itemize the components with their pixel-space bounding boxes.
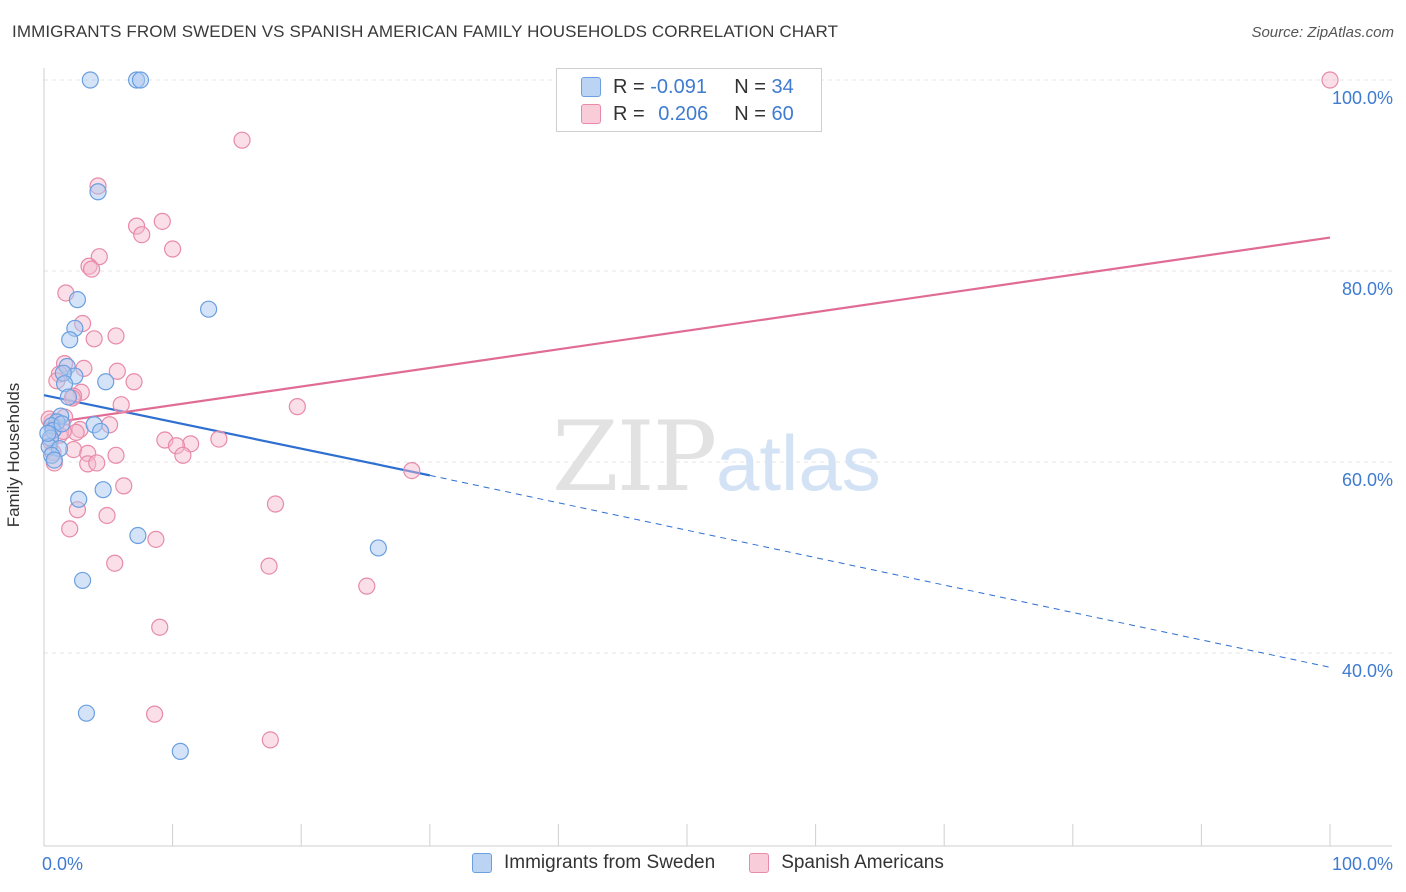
- data-point-sweden: [81, 71, 99, 89]
- trend-lines: [43, 236, 1331, 668]
- data-point-spanish: [115, 477, 133, 495]
- data-point-sweden: [77, 704, 96, 722]
- data-point-spanish: [133, 226, 151, 244]
- legend-swatch-pink: [749, 853, 770, 873]
- data-point-sweden: [129, 526, 147, 545]
- data-point-spanish: [82, 260, 101, 278]
- data-point-spanish: [125, 373, 143, 391]
- data-point-spanish: [358, 577, 376, 595]
- data-point-sweden: [97, 373, 115, 391]
- data-point-sweden: [59, 388, 78, 406]
- legend-swatch-blue: [472, 853, 492, 873]
- data-point-spanish: [153, 212, 171, 230]
- legend-swatch-pink: [581, 104, 601, 124]
- x-tick-label: 100.0%: [1332, 854, 1393, 874]
- legend-row-spanish: R = 0.206 N = 60: [581, 102, 794, 126]
- legend-row-sweden: R = -0.091 N = 34: [581, 75, 794, 99]
- data-point-spanish: [88, 454, 106, 472]
- legend-item-sweden[interactable]: Immigrants from Sweden: [472, 852, 715, 874]
- data-point-sweden: [91, 422, 110, 441]
- data-point-spanish: [112, 396, 130, 414]
- legend-label-sweden: Immigrants from Sweden: [504, 852, 716, 873]
- legend-swatch-blue: [581, 77, 601, 97]
- data-point-spanish: [164, 240, 182, 258]
- data-point-sweden: [369, 539, 387, 557]
- data-point-spanish: [108, 362, 126, 380]
- data-point-spanish: [233, 131, 251, 149]
- data-point-sweden: [70, 490, 88, 508]
- data-point-sweden: [171, 742, 189, 760]
- y-tick-label: 100.0%: [1332, 88, 1393, 108]
- trend-line-spanish: [43, 236, 1331, 425]
- data-point-spanish: [106, 554, 124, 572]
- x-tick-label: 0.0%: [42, 854, 83, 874]
- data-point-sweden: [131, 71, 150, 89]
- legend-r-value: -0.091: [650, 75, 707, 98]
- series-immigrants-from-sweden: [39, 71, 387, 760]
- data-point-sweden: [68, 291, 87, 309]
- watermark-atlas: atlas: [716, 419, 881, 507]
- legend-n-value: 34: [771, 75, 794, 98]
- data-point-spanish: [1321, 71, 1339, 89]
- source-label: Source: ZipAtlas.com: [1251, 24, 1394, 41]
- legend-r-value: 0.206: [658, 102, 709, 125]
- data-point-sweden: [89, 183, 107, 201]
- data-point-spanish: [79, 455, 97, 473]
- legend-label-spanish: Spanish Americans: [781, 852, 944, 873]
- legend-r-label: R =: [613, 75, 645, 98]
- y-tick-label: 60.0%: [1342, 470, 1393, 490]
- y-tick-label: 40.0%: [1342, 661, 1393, 681]
- data-point-spanish: [98, 506, 116, 525]
- trend-line-sweden: [43, 394, 431, 477]
- data-point-spanish: [288, 398, 306, 416]
- data-point-spanish: [147, 530, 165, 548]
- data-point-sweden: [53, 415, 71, 433]
- data-point-sweden: [94, 481, 112, 499]
- data-point-sweden: [200, 300, 218, 318]
- data-point-spanish: [151, 618, 169, 636]
- legend-n-value: 60: [771, 102, 794, 125]
- data-point-sweden: [73, 571, 92, 590]
- legend-item-spanish[interactable]: Spanish Americans: [749, 852, 944, 874]
- data-point-sweden: [45, 451, 63, 469]
- legend-r-label: R =: [613, 102, 645, 125]
- legend-n-label: N =: [734, 75, 766, 98]
- data-point-sweden: [39, 424, 57, 442]
- data-point-spanish: [107, 327, 125, 345]
- chart-title: IMMIGRANTS FROM SWEDEN VS SPANISH AMERIC…: [12, 22, 839, 41]
- data-point-spanish: [266, 495, 285, 513]
- data-point-spanish: [61, 520, 79, 538]
- series-legend: Immigrants from Sweden Spanish Americans: [472, 852, 978, 874]
- legend-n-label: N =: [734, 102, 766, 125]
- data-point-spanish: [80, 257, 98, 275]
- data-point-spanish: [167, 437, 186, 455]
- gridlines: [44, 79, 1392, 654]
- stats-legend: R = -0.091 N = 34 R = 0.206 N = 60: [556, 68, 822, 132]
- data-point-spanish: [127, 217, 146, 235]
- data-point-sweden: [61, 331, 79, 349]
- tick-labels: 40.0% 60.0% 80.0% 100.0% 0.0% 100.0%: [42, 88, 1393, 874]
- data-point-spanish: [210, 430, 228, 448]
- data-point-spanish: [107, 446, 125, 464]
- watermark: ZIP atlas: [552, 401, 881, 513]
- data-point-spanish: [403, 461, 421, 480]
- data-point-spanish: [260, 557, 278, 575]
- watermark-zip: ZIP: [552, 401, 715, 513]
- data-point-spanish: [85, 330, 103, 348]
- data-point-spanish: [145, 705, 164, 723]
- data-point-spanish: [174, 446, 192, 464]
- y-tick-label: 80.0%: [1342, 279, 1393, 299]
- data-point-spanish: [261, 731, 279, 749]
- data-point-spanish: [67, 423, 85, 441]
